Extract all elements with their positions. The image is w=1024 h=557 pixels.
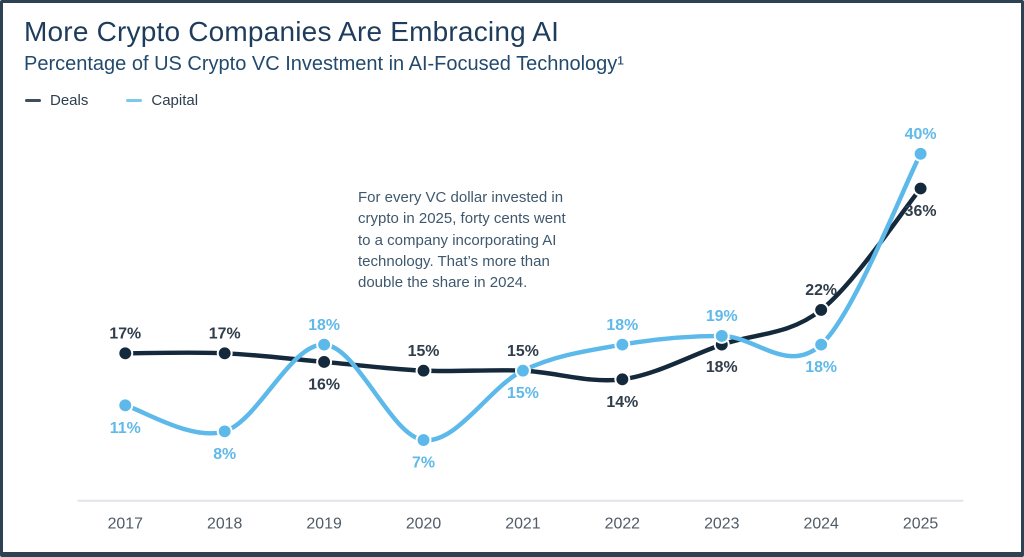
- x-axis-label: 2022: [605, 515, 640, 532]
- deals-value-label: 22%: [805, 282, 837, 299]
- capital-data-point: [216, 423, 233, 440]
- deals-value-label: 17%: [109, 326, 141, 343]
- capital-data-point: [813, 336, 830, 353]
- deals-data-point: [912, 180, 929, 197]
- capital-value-label: 18%: [805, 359, 837, 376]
- legend-label-capital: Capital: [151, 92, 199, 109]
- capital-value-label: 40%: [905, 126, 937, 143]
- capital-line-swatch: [126, 98, 143, 103]
- legend-item-capital: Capital: [126, 92, 198, 109]
- x-axis-label: 2018: [207, 515, 243, 532]
- legend: Deals Capital: [25, 92, 198, 109]
- capital-value-label: 19%: [706, 308, 738, 325]
- deals-value-label: 14%: [606, 394, 638, 411]
- x-axis-label: 2024: [803, 515, 839, 532]
- deals-value-label: 16%: [308, 377, 340, 394]
- x-axis-label: 2020: [406, 515, 442, 532]
- capital-data-point: [614, 336, 631, 353]
- deals-value-label: 17%: [209, 326, 241, 343]
- deals-data-point: [514, 362, 531, 379]
- capital-data-point: [912, 145, 929, 162]
- legend-item-deals: Deals: [25, 92, 88, 109]
- capital-value-label: 18%: [606, 317, 638, 334]
- capital-value-label: 11%: [110, 420, 141, 437]
- x-axis-label: 2017: [108, 515, 143, 532]
- deals-data-point: [415, 362, 432, 379]
- deals-data-point: [713, 336, 730, 353]
- deals-value-label: 36%: [905, 203, 937, 220]
- x-axis-label: 2023: [704, 515, 740, 532]
- deals-data-point: [813, 302, 830, 318]
- deals-data-point: [117, 345, 134, 362]
- deals-value-label: 18%: [706, 359, 738, 376]
- deals-data-point: [614, 371, 631, 388]
- capital-data-point: [117, 397, 134, 414]
- capital-data-point: [713, 328, 730, 344]
- deals-data-point: [316, 354, 333, 370]
- annotation-text: For every VC dollar invested in crypto i…: [358, 189, 566, 292]
- chart-title: More Crypto Companies Are Embracing AI: [24, 16, 560, 47]
- x-axis-label: 2019: [306, 515, 342, 532]
- deals-value-label: 15%: [507, 343, 539, 360]
- capital-data-point: [316, 336, 333, 353]
- x-axis-label: 2021: [505, 515, 541, 532]
- capital-value-label: 8%: [213, 446, 236, 463]
- capital-data-point: [415, 432, 432, 448]
- x-axis-label: 2025: [903, 515, 939, 532]
- capital-value-label: 7%: [412, 455, 435, 472]
- chart-subtitle: Percentage of US Crypto VC Investment in…: [24, 53, 624, 75]
- legend-label-deals: Deals: [50, 92, 89, 109]
- deals-data-point: [216, 345, 233, 362]
- deals-value-label: 15%: [408, 343, 440, 360]
- capital-data-point: [514, 362, 531, 379]
- deals-line-swatch: [25, 98, 41, 103]
- capital-value-label: 15%: [507, 385, 539, 402]
- capital-value-label: 18%: [308, 317, 340, 334]
